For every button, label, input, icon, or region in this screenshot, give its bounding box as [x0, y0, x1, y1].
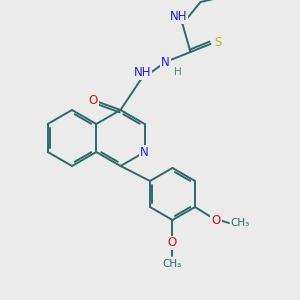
Text: O: O [212, 214, 220, 226]
Text: NH: NH [134, 67, 151, 80]
Text: N: N [140, 146, 149, 158]
Text: O: O [168, 236, 177, 250]
Text: CH₃: CH₃ [230, 218, 250, 228]
Text: H: H [174, 67, 182, 77]
Text: NH: NH [170, 11, 187, 23]
Text: N: N [161, 56, 170, 68]
Text: CH₃: CH₃ [163, 259, 182, 269]
Text: S: S [214, 35, 221, 49]
Text: O: O [89, 94, 98, 106]
